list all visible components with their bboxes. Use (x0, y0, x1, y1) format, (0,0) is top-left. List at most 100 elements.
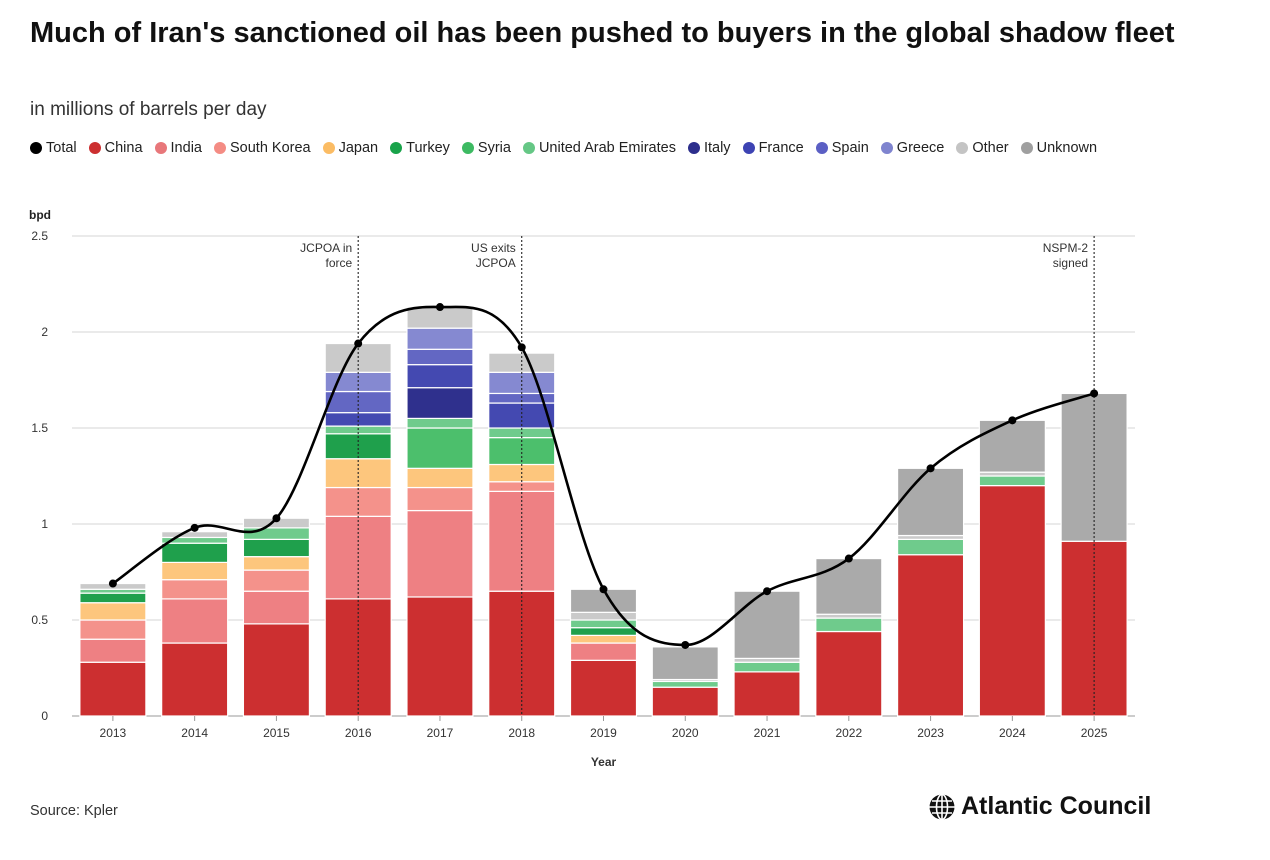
annotation-label: force (326, 256, 353, 270)
legend-swatch (461, 142, 474, 154)
total-point (517, 343, 526, 352)
legend-swatch (88, 142, 101, 154)
legend-swatch (154, 142, 167, 154)
total-point (599, 585, 608, 594)
legend-item-china: China (88, 140, 143, 156)
bar-segment (324, 433, 392, 460)
legend-swatch (880, 142, 893, 154)
legend-label: South Korea (229, 140, 311, 156)
bar-segment (242, 556, 311, 571)
bar-segment (79, 661, 147, 717)
bar-segment (651, 686, 719, 717)
y-tick-label: 1 (41, 517, 48, 531)
brand-logo: Atlantic Council (928, 792, 1151, 821)
y-tick-label: 1.5 (31, 421, 48, 435)
legend-item-turkey: Turkey (390, 140, 450, 156)
bar-segment (406, 387, 474, 419)
y-tick-label: 0.5 (31, 613, 48, 627)
bar-segment (161, 531, 229, 539)
legend-label: India (170, 140, 202, 156)
total-point (763, 587, 772, 596)
legend-label: Other (972, 140, 1009, 156)
total-point (926, 464, 935, 473)
legend-label: Greece (896, 140, 945, 156)
bar-segment (569, 634, 638, 644)
bar-segment (79, 602, 147, 621)
x-tick-label: 2021 (754, 726, 781, 740)
bar-segment (733, 590, 801, 660)
legend-label: Turkey (406, 140, 450, 156)
total-point (190, 523, 199, 532)
x-axis-label: Year (591, 755, 617, 769)
legend-label: China (104, 140, 143, 156)
source-note: Source: Kpler (30, 803, 118, 819)
legend-swatch (213, 142, 226, 154)
legend-swatch (956, 142, 969, 154)
legend-label: Italy (703, 140, 731, 156)
bar-segment (651, 646, 719, 681)
total-point (354, 339, 363, 348)
annotation-label: US exits (471, 241, 516, 255)
annotation-label: JCPOA in (300, 241, 352, 255)
total-line (112, 305, 1095, 647)
bar-segment (161, 579, 229, 600)
total-point (1008, 416, 1017, 425)
legend-item-greece: Greece (880, 140, 945, 156)
legend-item-japan: Japan (322, 140, 379, 156)
x-tick-label: 2013 (100, 726, 127, 740)
bar-segment (406, 348, 474, 366)
bar-segment (79, 592, 147, 604)
x-tick-label: 2022 (835, 726, 862, 740)
legend-label: France (758, 140, 804, 156)
chart-title: Much of Iran's sanctioned oil has been p… (30, 17, 1175, 49)
legend-label: Syria (477, 140, 511, 156)
x-tick-label: 2015 (263, 726, 290, 740)
legend-swatch (687, 142, 700, 154)
bar-segment (161, 642, 229, 717)
bar-segment (406, 427, 474, 469)
x-tick-label: 2017 (427, 726, 454, 740)
legend-label: Japan (338, 140, 379, 156)
legend-item-syria: Syria (461, 140, 511, 156)
bar-segment (651, 680, 719, 688)
bar-segment (242, 538, 311, 558)
bar-segment (406, 486, 474, 512)
bar-segment (733, 671, 801, 717)
annotation-label: signed (1053, 256, 1088, 270)
total-point (435, 303, 444, 312)
bar-segment (896, 554, 965, 717)
bar-segment (569, 611, 638, 621)
legend-label: Unknown (1036, 140, 1098, 156)
total-point (681, 640, 690, 649)
bar-segment (815, 557, 883, 615)
y-tick-label: 0 (41, 709, 48, 723)
bar-segment (406, 364, 474, 389)
chart-subtitle: in millions of barrels per day (30, 99, 267, 120)
legend-swatch (1020, 142, 1033, 154)
total-point (108, 579, 117, 588)
x-tick-label: 2024 (999, 726, 1026, 740)
legend-swatch (30, 142, 42, 154)
bar-segment (406, 467, 474, 489)
bar-segment (815, 630, 883, 717)
legend-item-france: France (742, 140, 804, 156)
annotation-label: NSPM-2 (1043, 241, 1089, 255)
annotation-label: JCPOA (476, 256, 516, 270)
legend-item-india: India (154, 140, 202, 156)
bar-segment (978, 485, 1046, 717)
x-tick-label: 2023 (917, 726, 944, 740)
bar-segment (79, 638, 147, 663)
bar-segment (569, 642, 638, 661)
total-point (1090, 389, 1099, 398)
bar-segment (406, 596, 474, 717)
bar-segment (815, 617, 883, 633)
bar-segment (161, 561, 229, 581)
bar-segment (79, 619, 147, 640)
x-tick-label: 2018 (508, 726, 535, 740)
legend-label: Total (46, 140, 77, 156)
bar-segment (242, 527, 311, 540)
y-tick-label: 2 (41, 325, 48, 339)
legend-swatch (390, 142, 403, 154)
bar-segment (569, 659, 638, 717)
y-axis-label: bpd (29, 208, 51, 222)
